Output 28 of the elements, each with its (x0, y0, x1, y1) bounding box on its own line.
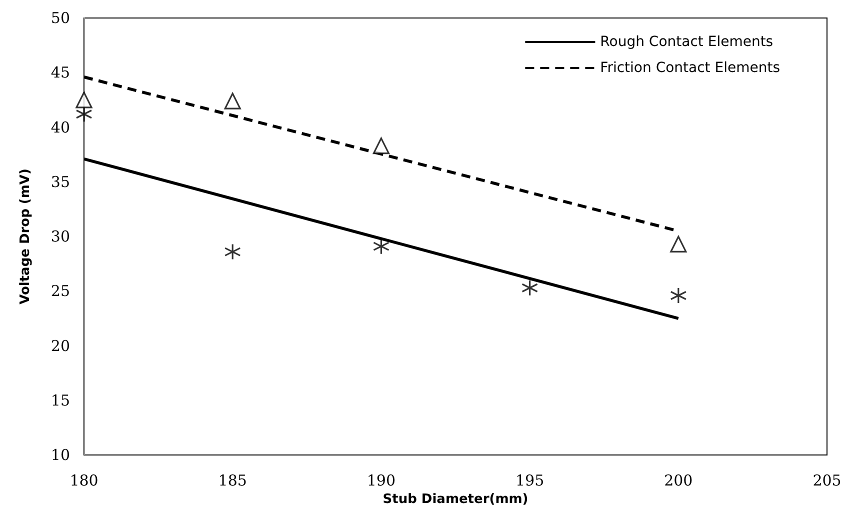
y-tick-label: 50 (50, 9, 70, 27)
x-axis-title: Stub Diameter(mm) (382, 492, 528, 507)
point (522, 280, 538, 296)
y-tick-label: 10 (50, 446, 70, 464)
legend-label: Rough Contact Elements (600, 34, 774, 50)
x-tick-label: 185 (218, 472, 247, 490)
x-tick-label: 200 (664, 472, 693, 490)
y-axis-title: Voltage Drop (mV) (18, 168, 33, 304)
point (372, 238, 390, 255)
x-tick-label: 190 (366, 472, 396, 490)
point (76, 92, 92, 108)
point (670, 287, 687, 304)
y-tick-label: 15 (50, 391, 70, 410)
point (224, 243, 241, 260)
y-tick-label: 30 (50, 228, 70, 246)
point (670, 236, 687, 252)
y-tick-label: 25 (50, 282, 70, 300)
point (224, 92, 241, 110)
x-tick-label: 180 (70, 472, 98, 490)
y-tick-label: 20 (50, 336, 70, 355)
legend-label: Friction Contact Elements (600, 60, 780, 76)
x-tick-label: 205 (812, 472, 842, 490)
point (76, 106, 92, 122)
x-tick-label: 195 (515, 472, 544, 490)
y-tick-label: 45 (50, 64, 70, 82)
y-tick-label: 40 (50, 118, 70, 136)
point (372, 138, 390, 154)
y-tick-label: 35 (50, 172, 70, 191)
